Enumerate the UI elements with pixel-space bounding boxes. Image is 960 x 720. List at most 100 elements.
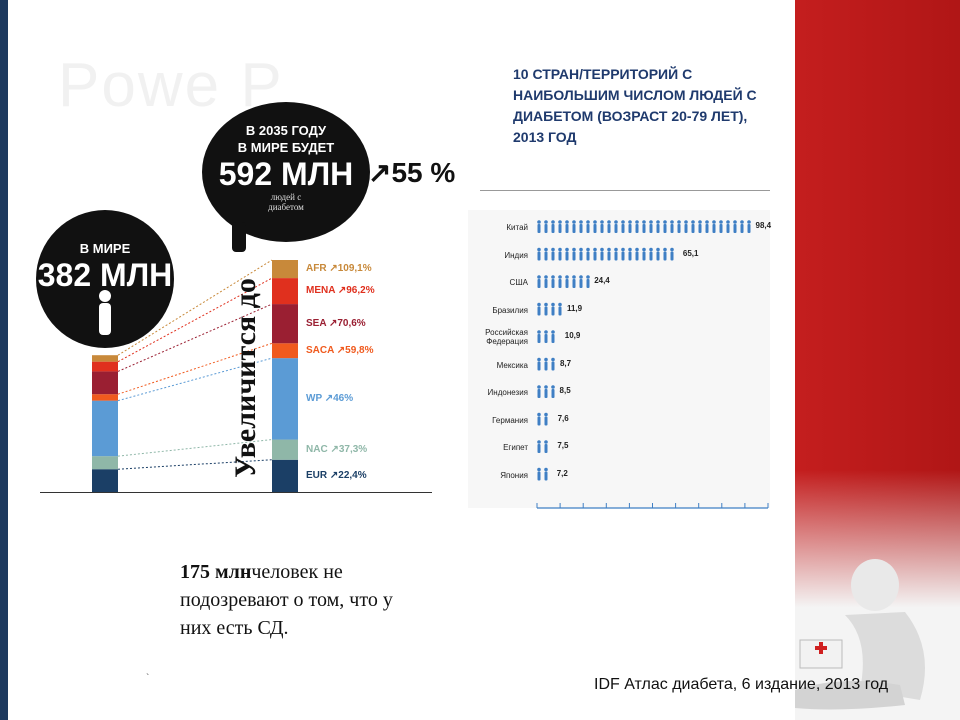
country-value-label: 24,4 — [594, 276, 610, 285]
country-value-label: 7,2 — [556, 468, 568, 478]
stack-segment-sea-2035 — [272, 304, 298, 344]
country-bar-7 — [537, 412, 548, 426]
stack-segment-sea-2013 — [92, 371, 118, 395]
stack-segment-wp-2035 — [272, 358, 298, 440]
connector-wp — [117, 357, 273, 402]
person-icon-2013-head — [99, 290, 111, 302]
stack-segment-nac-2035 — [272, 439, 298, 460]
country-label: Япония — [500, 470, 528, 480]
region-label-wp: WP ↗46% — [306, 393, 353, 404]
country-label: Индонезия — [487, 388, 528, 397]
region-growth: ↗70,6% — [328, 317, 366, 329]
region-growth: ↗109,1% — [329, 263, 372, 275]
country-label: Китай — [506, 223, 528, 232]
source-citation: IDF Атлас диабета, 6 издание, 2013 год — [594, 676, 889, 693]
region-growth: ↗96,2% — [337, 285, 375, 297]
bubble-2035-sub2: диабетом — [268, 202, 304, 212]
ghost-background-title: Powe P — [58, 51, 284, 120]
figure-lying-person — [795, 681, 905, 710]
stack-segment-saca-2013 — [92, 394, 118, 401]
region-label-nac: NAC ↗37,3% — [306, 444, 367, 455]
vertical-caption: Увеличится до — [228, 262, 264, 494]
country-bar-6 — [537, 385, 555, 398]
country-value-label: 8,7 — [559, 358, 572, 368]
region-growth: ↗46% — [324, 392, 354, 404]
footnote-bold: 175 млн — [180, 561, 252, 583]
country-label: Индия — [504, 250, 528, 260]
region-label-eur: EUR ↗22,4% — [306, 470, 367, 481]
footnote: 175 млнчеловек не подозревают о том, что… — [180, 558, 400, 642]
country-chart-bg — [468, 210, 770, 508]
region-name: SEA — [306, 317, 329, 329]
stack-segment-afr-2035 — [272, 260, 298, 279]
region-name: SACA — [306, 344, 337, 356]
total-increase: ↗55 % — [368, 157, 456, 188]
country-value-label: 11,9 — [566, 303, 583, 313]
country-value-label: 7,6 — [557, 413, 569, 423]
region-label-sea: SEA ↗70,6% — [306, 318, 366, 329]
connector-nac — [117, 439, 273, 457]
stack-segment-eur-2035 — [272, 459, 298, 492]
region-name: MENA — [306, 285, 338, 297]
country-value-label: 65,1 — [682, 248, 699, 258]
country-label: Германия — [492, 415, 528, 425]
connector-saca — [117, 342, 273, 395]
region-growth: ↗37,3% — [330, 443, 368, 455]
region-name: AFR — [306, 263, 330, 275]
footnote-text: человек не подозревают о том, что у них … — [180, 561, 393, 639]
bubble-2035-value: 592 МЛН — [218, 156, 354, 192]
bubble-2035-sub1: людей с — [270, 192, 302, 202]
bubble-2013: В МИРЕ 382 МЛН — [36, 210, 174, 348]
country-label: Мексика — [496, 360, 528, 370]
vertical-caption-text: Увеличится до — [229, 278, 262, 478]
country-label: Бразилия — [492, 305, 528, 315]
person-icon-2013 — [99, 303, 111, 335]
country-value-label: 98,4 — [755, 221, 772, 230]
connector-sea — [117, 303, 273, 372]
country-label: Российская Федерация — [485, 328, 528, 346]
stack-segment-mena-2035 — [272, 278, 298, 305]
country-label: США — [509, 278, 528, 287]
person-icon-2035 — [232, 222, 246, 252]
country-bar-0 — [537, 220, 751, 233]
region-label-mena: MENA ↗96,2% — [306, 285, 375, 296]
region-growth: ↗22,4% — [329, 469, 367, 481]
stack-segment-afr-2013 — [92, 355, 118, 362]
bubble-2035-line2: В МИРЕ БУДЕТ — [237, 140, 335, 155]
title-rule — [480, 190, 770, 191]
region-growth: ↗59,8% — [336, 344, 374, 356]
stack-segment-nac-2013 — [92, 456, 118, 470]
region-label-saca: SACA ↗59,8% — [306, 345, 373, 356]
bubble-2035: В 2035 ГОДУ В МИРЕ БУДЕТ 592 МЛН людей с… — [202, 102, 370, 242]
country-bar-9 — [537, 467, 548, 481]
figure-body — [845, 612, 925, 700]
stack-baseline — [40, 492, 432, 493]
country-bar-5 — [537, 357, 555, 371]
country-value-label: 8,5 — [559, 386, 571, 395]
country-value-label: 7,5 — [557, 441, 569, 450]
stack-segment-wp-2013 — [92, 400, 118, 457]
connector-eur — [117, 459, 273, 470]
first-aid-cross-v — [819, 642, 823, 654]
bubble-2013-line1: В МИРЕ — [79, 241, 131, 256]
country-label: Египет — [503, 443, 528, 452]
stack-segment-eur-2013 — [92, 469, 118, 492]
stack-segment-mena-2013 — [92, 361, 118, 372]
left-accent-stripe — [0, 0, 8, 720]
country-bar-8 — [537, 440, 548, 453]
region-name: EUR — [306, 469, 330, 481]
connector-mena — [117, 277, 273, 363]
country-chart-title: 10 СТРАН/ТЕРРИТОРИЙ С НАИБОЛЬШИМ ЧИСЛОМ … — [513, 66, 757, 145]
country-bar-4 — [537, 330, 555, 343]
country-bar-1 — [537, 247, 674, 261]
bubble-2013-value: 382 МЛН — [37, 257, 173, 293]
bubble-2035-line1: В 2035 ГОДУ — [245, 123, 327, 138]
country-bar-2 — [537, 275, 590, 288]
figure-head — [851, 559, 899, 611]
region-label-afr: AFR ↗109,1% — [306, 263, 372, 274]
stray-mark: ` — [146, 673, 150, 684]
region-name: NAC — [306, 443, 331, 455]
country-bar-3 — [537, 302, 562, 316]
country-value-label: 10,9 — [564, 331, 581, 340]
